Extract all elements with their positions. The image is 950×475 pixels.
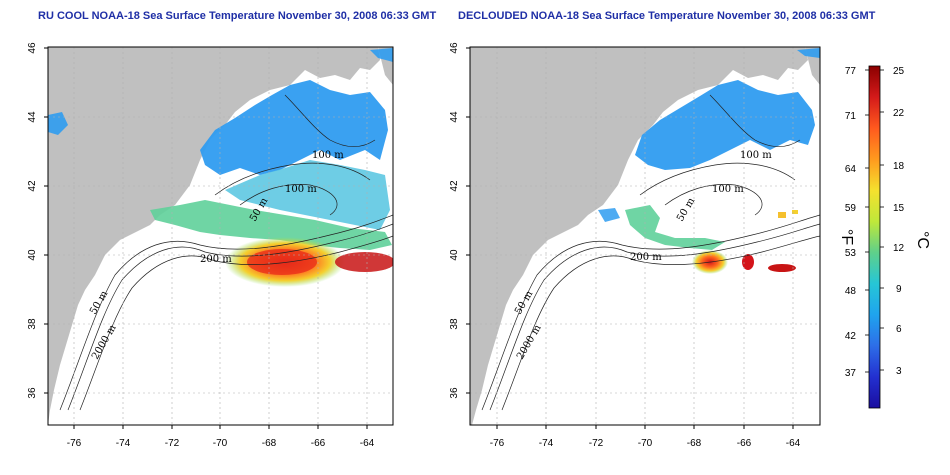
- right-contour-label: 200 m: [630, 252, 662, 263]
- right-x-tick: -76: [490, 438, 505, 449]
- left-contour-label: 100 m: [285, 184, 317, 195]
- left-map-title: RU COOL NOAA-18 Sea Surface Temperature …: [38, 10, 437, 22]
- colorbar-f-tick: 59: [845, 203, 857, 214]
- colorbar-c-tick: 6: [896, 324, 902, 335]
- right-map-title: DECLOUDED NOAA-18 Sea Surface Temperatur…: [458, 10, 876, 22]
- left-x-tick: -66: [311, 438, 326, 449]
- left-land-mass: [48, 47, 380, 425]
- right-x-tick: -70: [638, 438, 653, 449]
- colorbar-c-tick: 9: [896, 284, 902, 295]
- left-y-axis: 46 44 42 40 38 36: [27, 42, 48, 399]
- colorbar-unit-f: °F: [838, 229, 855, 245]
- colorbar-c-tick: 25: [893, 66, 905, 77]
- left-x-tick: -64: [360, 438, 375, 449]
- colorbar-c-tick: 18: [893, 161, 905, 172]
- right-y-tick: 46: [449, 42, 460, 54]
- colorbar-f-tick: 64: [845, 164, 857, 175]
- left-y-tick: 36: [27, 387, 38, 399]
- right-x-axis: -76 -74 -72 -70 -68 -66 -64: [490, 425, 801, 449]
- left-y-tick: 40: [27, 249, 38, 261]
- right-x-tick: -66: [737, 438, 752, 449]
- colorbar-f-tick: 53: [845, 248, 857, 259]
- right-map-panel: 100 m 100 m 50 m 200 m 50 m 2000 m 46 44…: [449, 42, 821, 449]
- left-grid: [48, 47, 393, 425]
- right-x-tick: -68: [687, 438, 702, 449]
- colorbar-f-tick: 71: [845, 111, 857, 122]
- left-x-tick: -72: [165, 438, 180, 449]
- left-contour-label: 100 m: [312, 150, 344, 161]
- colorbar-f-tick: 37: [845, 368, 857, 379]
- left-y-tick: 42: [27, 180, 38, 192]
- right-land-mass: [470, 47, 808, 425]
- left-sst-shelf: [150, 200, 392, 250]
- left-contour-label: 200 m: [200, 254, 232, 265]
- left-y-tick: 46: [27, 42, 38, 54]
- left-x-tick: -74: [116, 438, 131, 449]
- right-y-tick: 36: [449, 387, 460, 399]
- right-contour-label: 100 m: [712, 184, 744, 195]
- left-x-tick: -68: [262, 438, 277, 449]
- right-x-tick: -74: [539, 438, 554, 449]
- right-y-axis: 46 44 42 40 38 36: [449, 42, 470, 399]
- colorbar-f-tick: 48: [845, 286, 857, 297]
- colorbar-f-tick: 42: [845, 331, 857, 342]
- colorbar-ramp: [868, 65, 881, 409]
- left-x-axis: -76 -74 -72 -70 -68 -66 -64: [67, 425, 375, 449]
- right-sst-cool-gulf: [635, 80, 815, 170]
- left-map-panel: 100 m 100 m 50 m 200 m 50 m 2000 m 46 44…: [27, 42, 394, 449]
- left-y-tick: 44: [27, 111, 38, 123]
- colorbar-c-tick: 15: [893, 203, 905, 214]
- left-bathymetry-contours: [59, 94, 393, 411]
- right-x-tick: -64: [786, 438, 801, 449]
- right-x-tick: -72: [589, 438, 604, 449]
- right-y-tick: 38: [449, 318, 460, 330]
- colorbar-c-tick: 22: [893, 108, 905, 119]
- colorbar-c-tick: 3: [896, 366, 902, 377]
- right-contour-label: 100 m: [740, 150, 772, 161]
- colorbar-c-tick: 12: [893, 243, 905, 254]
- left-x-tick: -70: [213, 438, 228, 449]
- right-grid: [470, 47, 820, 425]
- right-y-tick: 40: [449, 249, 460, 261]
- left-sst-cool-gulf: [200, 80, 388, 175]
- left-x-tick: -76: [67, 438, 82, 449]
- right-y-tick: 42: [449, 180, 460, 192]
- temperature-colorbar: 77 71 64 59 53 48 42 37 25 22 18 15 12 9…: [838, 65, 931, 409]
- left-y-tick: 38: [27, 318, 38, 330]
- right-y-tick: 44: [449, 111, 460, 123]
- colorbar-unit-c: °C: [914, 231, 931, 249]
- colorbar-f-tick: 77: [845, 66, 857, 77]
